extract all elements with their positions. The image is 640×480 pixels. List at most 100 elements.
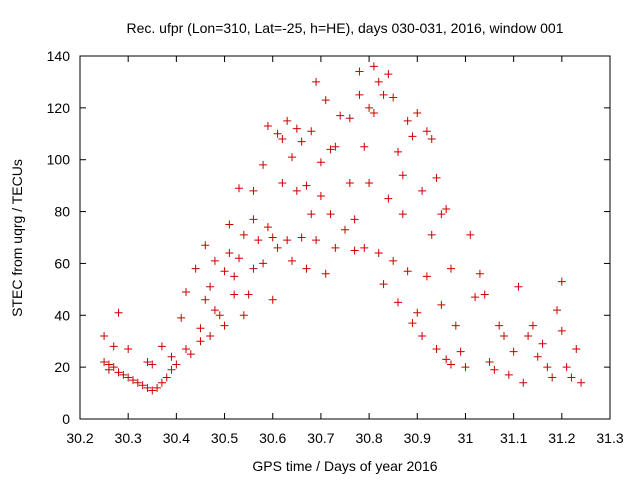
- data-point: [447, 360, 455, 369]
- data-point: [292, 186, 301, 195]
- data-point: [548, 373, 557, 382]
- data-point: [278, 179, 287, 188]
- data-point: [133, 378, 142, 387]
- data-point: [389, 93, 398, 102]
- data-point: [360, 243, 369, 252]
- data-point: [210, 256, 219, 265]
- x-tick-label: 30.6: [259, 430, 286, 446]
- x-tick-label: 30.8: [355, 430, 382, 446]
- data-point: [263, 223, 272, 232]
- data-point: [341, 225, 349, 234]
- data-point: [100, 357, 109, 366]
- data-point: [225, 220, 234, 229]
- data-point: [572, 344, 581, 353]
- data-point: [413, 109, 422, 118]
- data-point: [196, 324, 205, 333]
- data-point: [206, 282, 215, 291]
- x-tick-label: 30.2: [66, 430, 93, 446]
- data-point: [129, 376, 137, 385]
- data-point: [442, 204, 451, 213]
- y-tick-label: 40: [54, 307, 70, 323]
- data-point: [543, 363, 552, 372]
- data-point: [379, 280, 388, 289]
- axis-ticks: 30.2 30.3 30.4 30.5 30.6 30.7 30.8 30.9 31 31.1 31…: [47, 48, 624, 446]
- data-point: [360, 142, 369, 151]
- data-point: [427, 134, 436, 143]
- data-point: [451, 321, 460, 330]
- data-point: [480, 290, 489, 299]
- data-point: [389, 256, 398, 265]
- data-point: [316, 192, 325, 201]
- data-point: [355, 90, 364, 99]
- data-point: [148, 386, 157, 395]
- data-point: [283, 236, 292, 245]
- data-point: [398, 210, 407, 219]
- data-point: [297, 137, 306, 146]
- data-point: [316, 158, 325, 167]
- data-point: [172, 360, 181, 369]
- data-point: [167, 365, 176, 374]
- data-point: [292, 124, 301, 133]
- data-point: [220, 267, 229, 276]
- data-point: [374, 249, 383, 258]
- data-point: [514, 282, 523, 291]
- data-point: [557, 277, 566, 286]
- x-tick-label: 31.1: [500, 430, 527, 446]
- data-point: [321, 96, 330, 105]
- data-point: [500, 332, 508, 341]
- data-point: [177, 313, 186, 322]
- data-point: [278, 134, 287, 143]
- x-tick-label: 31.3: [596, 430, 623, 446]
- data-point: [471, 293, 480, 302]
- data-point: [244, 290, 253, 299]
- data-point: [432, 344, 441, 353]
- y-tick-label: 60: [54, 255, 70, 271]
- data-point: [182, 287, 190, 296]
- data-point: [273, 129, 282, 138]
- data-point: [215, 311, 224, 320]
- data-point: [384, 70, 393, 79]
- data-point: [157, 378, 166, 387]
- data-point: [302, 264, 311, 273]
- data-point: [442, 355, 451, 364]
- data-point: [249, 215, 258, 224]
- data-point: [100, 332, 109, 341]
- data-point: [490, 365, 499, 374]
- data-point: [365, 179, 374, 188]
- data-point: [331, 243, 340, 252]
- y-tick-label: 20: [54, 359, 70, 375]
- data-point: [182, 344, 190, 353]
- x-tick-label: 30.3: [115, 430, 142, 446]
- data-point: [577, 378, 586, 387]
- data-point: [553, 306, 561, 315]
- data-point: [114, 308, 123, 317]
- data-point: [259, 259, 268, 268]
- data-point: [148, 360, 157, 369]
- data-point: [206, 332, 215, 341]
- data-point: [268, 233, 277, 242]
- data-point: [119, 370, 128, 379]
- data-point: [475, 269, 484, 278]
- data-point: [432, 173, 441, 182]
- data-point: [427, 230, 436, 239]
- data-point: [345, 179, 354, 188]
- data-point: [254, 236, 263, 245]
- data-point: [485, 357, 494, 366]
- data-point: [114, 368, 123, 377]
- data-point: [297, 233, 306, 242]
- data-point: [509, 347, 518, 356]
- plot-area: [79, 55, 611, 420]
- data-point: [369, 109, 378, 118]
- data-point: [312, 236, 321, 245]
- data-point: [326, 145, 335, 154]
- data-point: [109, 363, 118, 372]
- data-point: [495, 321, 504, 330]
- data-point: [124, 373, 133, 382]
- data-point: [249, 264, 258, 273]
- data-point: [447, 264, 455, 273]
- data-point: [210, 306, 219, 315]
- data-point: [355, 67, 364, 76]
- data-point: [538, 339, 547, 348]
- data-point: [408, 319, 417, 328]
